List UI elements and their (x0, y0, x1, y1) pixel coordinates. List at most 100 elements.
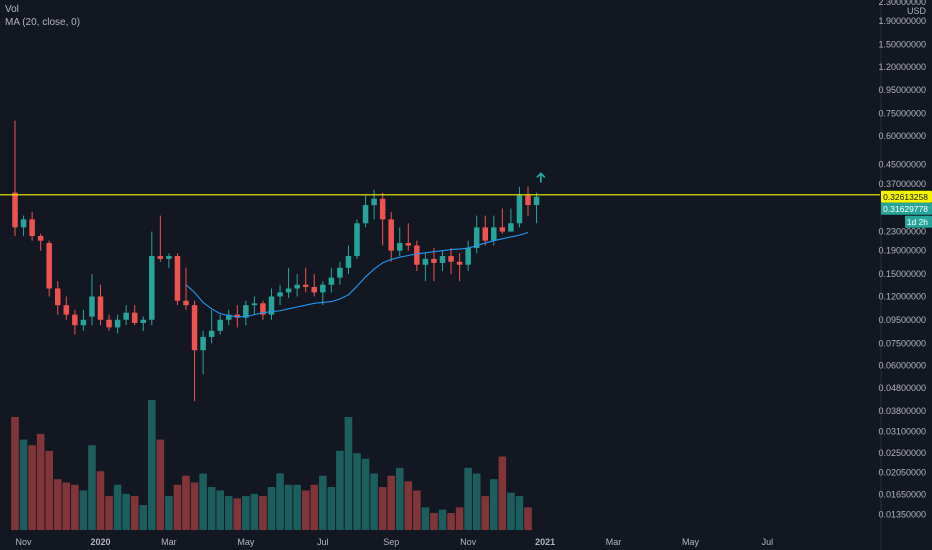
volume-bar (430, 513, 438, 530)
price-axis[interactable]: 2.30000000 1.90000000 1.50000000 1.20000000… (878, 0, 926, 519)
candle (516, 186, 523, 228)
volume-bar (19, 439, 28, 530)
candle-body (516, 195, 523, 224)
candle-body (405, 243, 412, 246)
candle-body (243, 305, 249, 318)
candles (12, 120, 540, 402)
volume-bar (438, 509, 447, 530)
candle-body (456, 261, 463, 265)
candle (200, 330, 206, 375)
volume-bar (524, 507, 532, 530)
time-tick-label: May (237, 537, 255, 547)
candle (482, 215, 488, 246)
candle-body (397, 243, 403, 251)
price-tick-label: 1.20000000 (878, 62, 926, 72)
candle (174, 253, 181, 306)
candle (20, 215, 27, 237)
volume-bar (336, 450, 344, 530)
candle-body (294, 284, 300, 289)
volume-bar (319, 475, 327, 530)
arrow-up-annotation (536, 172, 546, 183)
volume-bar (284, 484, 293, 530)
candle (114, 314, 121, 334)
candle-body (465, 248, 471, 265)
candle (140, 316, 146, 331)
candle (328, 267, 335, 293)
price-tick-label: 0.60000000 (878, 131, 926, 141)
volume-bar (472, 473, 481, 530)
candle-body (191, 305, 198, 351)
candle (208, 309, 215, 344)
volume-bar (455, 507, 464, 530)
volume-bar (515, 496, 524, 530)
candle-body (37, 236, 44, 241)
candle-body (525, 195, 531, 206)
volume-bar (293, 484, 301, 530)
volume-bar (199, 473, 207, 530)
candle-body (46, 243, 52, 289)
price-tick-label: 0.03800000 (878, 406, 926, 416)
candle (362, 195, 369, 228)
price-tick-label: 0.45000000 (878, 160, 926, 170)
ma-price-tag-bg (881, 202, 932, 215)
volume-bar (395, 467, 404, 530)
volume-bar (79, 490, 88, 530)
candle (183, 267, 189, 310)
volume-bar (242, 496, 250, 530)
volume-indicator-label[interactable]: Vol (5, 4, 19, 15)
time-tick-label: 2020 (90, 537, 110, 547)
moving-average-line (185, 231, 529, 318)
candle (508, 208, 514, 232)
candle (397, 227, 403, 257)
candle (226, 309, 232, 326)
candle-body (131, 312, 138, 323)
candle-body (63, 305, 70, 315)
time-tick-label: Nov (460, 537, 477, 547)
candle-body (140, 319, 146, 323)
candle (337, 261, 343, 285)
current-price-tag: 0.32613258 (881, 190, 932, 203)
volume-bar (421, 507, 430, 530)
candle (422, 253, 429, 282)
price-tick-label: 0.02050000 (878, 468, 926, 478)
candle-body (166, 256, 172, 259)
countdown-tag-bg (905, 215, 932, 228)
candle-body (72, 314, 78, 326)
volume-bar (62, 482, 71, 530)
volume-bar (259, 496, 267, 530)
candle (260, 300, 266, 320)
price-tick-label: 1.50000000 (878, 40, 926, 50)
candle-body (114, 319, 121, 328)
price-tick-label: 0.03100000 (878, 426, 926, 436)
candle-body (20, 219, 27, 228)
time-tick-label: Nov (16, 537, 33, 547)
price-tick-label: 0.02500000 (878, 448, 926, 458)
volume-bar (464, 467, 472, 530)
candle-body (251, 303, 258, 306)
candle-body (268, 296, 275, 315)
ma-indicator-label[interactable]: MA (20, close, 0) (5, 17, 80, 28)
volume-bar (165, 496, 173, 530)
candle (294, 274, 300, 297)
price-tick-label: 0.23000000 (878, 227, 926, 237)
candle (97, 284, 104, 326)
candle (525, 186, 531, 216)
volume-bar (413, 490, 421, 530)
ma-price-tag: 0.31629778 (881, 202, 932, 215)
candle-body (200, 336, 206, 351)
price-tick-label: 1.90000000 (878, 16, 926, 26)
candle (414, 240, 420, 271)
time-tick-label: Sep (383, 537, 399, 547)
candle (55, 281, 61, 315)
candle-body (89, 296, 95, 317)
time-axis[interactable]: Nov 2020 Mar May Jul Sep Nov 2021 Mar May Jul (16, 537, 774, 547)
price-tick-label: 0.19000000 (878, 246, 926, 256)
candle (251, 296, 258, 315)
price-tick-label: 2.30000000 (878, 0, 926, 7)
candle-body (448, 256, 454, 262)
candle (131, 305, 138, 326)
price-tick-label: 0.75000000 (878, 109, 926, 119)
candle-body (260, 303, 266, 315)
volume-bar (447, 513, 455, 530)
